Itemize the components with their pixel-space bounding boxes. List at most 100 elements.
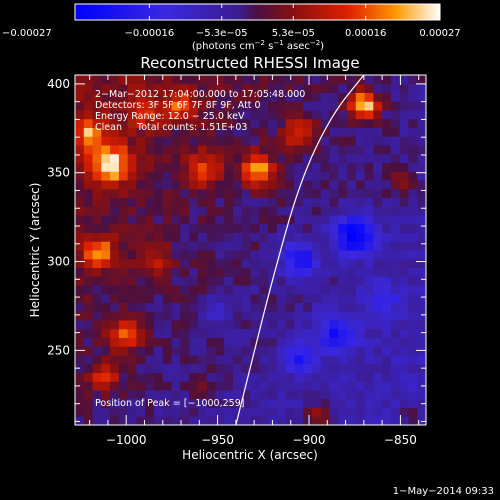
heatmap-cell xyxy=(259,302,269,312)
heatmap-cell xyxy=(276,206,287,216)
heatmap-cell xyxy=(347,267,357,277)
heatmap-cell xyxy=(136,223,146,233)
heatmap-cell xyxy=(215,276,225,286)
heatmap-cell xyxy=(408,110,418,120)
heatmap-cell xyxy=(303,127,313,137)
heatmap-cell xyxy=(127,188,137,198)
heatmap-cell xyxy=(145,337,155,347)
heatmap-cell xyxy=(364,250,374,260)
heatmap-cell xyxy=(311,92,322,102)
heatmap-cell xyxy=(276,145,287,155)
heatmap-cell xyxy=(364,398,374,408)
heatmap-cell xyxy=(232,407,243,417)
heatmap-cell xyxy=(127,276,137,286)
heatmap-cell xyxy=(127,355,137,365)
heatmap-cell xyxy=(153,302,164,312)
heatmap-cell xyxy=(241,381,251,391)
heatmap-cell xyxy=(180,250,190,260)
heatmap-cell xyxy=(285,180,295,190)
heatmap-cell xyxy=(373,180,383,190)
heatmap-cell xyxy=(276,153,287,163)
heatmap-cell xyxy=(259,75,269,85)
heatmap-cell xyxy=(224,311,234,321)
heatmap-cell xyxy=(83,75,94,85)
heatmap-cell xyxy=(153,328,164,338)
heatmap-cell xyxy=(259,118,269,128)
heatmap-cell xyxy=(347,232,357,242)
heatmap-cell xyxy=(171,258,181,268)
heatmap-cell xyxy=(215,232,225,242)
heatmap-cell xyxy=(145,197,155,207)
heatmap-cell xyxy=(268,110,278,120)
heatmap-cell xyxy=(92,276,102,286)
heatmap-cell xyxy=(303,92,313,102)
heatmap-cell xyxy=(241,285,251,295)
heatmap-cell xyxy=(303,355,313,365)
heatmap-cell xyxy=(329,206,339,216)
heatmap-cell xyxy=(250,258,260,268)
heatmap-cell xyxy=(83,302,94,312)
heatmap-cell xyxy=(355,293,366,303)
heatmap-cell xyxy=(294,355,304,365)
heatmap-cell xyxy=(364,276,374,286)
heatmap-cell xyxy=(180,328,190,338)
heatmap-cell xyxy=(162,101,173,111)
heatmap-cell xyxy=(347,241,357,251)
heatmap-cell xyxy=(276,118,287,128)
heatmap-cell xyxy=(311,302,322,312)
heatmap-cell xyxy=(83,381,94,391)
heatmap-cell xyxy=(241,83,251,93)
heatmap-cell xyxy=(110,302,120,312)
heatmap-cell xyxy=(101,188,111,198)
heatmap-cell xyxy=(118,372,129,382)
heatmap-cell xyxy=(180,188,190,198)
heatmap-cell xyxy=(355,171,366,181)
heatmap-cell xyxy=(276,223,287,233)
heatmap-cell xyxy=(110,180,120,190)
heatmap-cell xyxy=(206,346,216,356)
heatmap-cell xyxy=(136,250,146,260)
heatmap-cell xyxy=(197,180,208,190)
heatmap-cell xyxy=(399,145,409,155)
heatmap-cell xyxy=(241,346,251,356)
heatmap-cell xyxy=(110,328,120,338)
heatmap-cell xyxy=(145,285,155,295)
colorbar-unit-label: (photons cm−2 s−1 asec−2) xyxy=(192,39,324,52)
heatmap-cell xyxy=(75,153,85,163)
heatmap-cell xyxy=(206,92,216,102)
heatmap-cell xyxy=(127,110,137,120)
colorbar-tick-label: −5.3e−05 xyxy=(196,28,248,39)
heatmap-cell xyxy=(329,390,339,400)
heatmap-cell xyxy=(338,171,348,181)
heatmap-cell xyxy=(347,223,357,233)
heatmap-cell xyxy=(390,285,401,295)
heatmap-cell xyxy=(373,250,383,260)
heatmap-cell xyxy=(189,180,199,190)
heatmap-cell xyxy=(153,136,164,146)
heatmap-cell xyxy=(382,276,392,286)
heatmap-cell xyxy=(197,83,208,93)
heatmap-cell xyxy=(259,311,269,321)
heatmap-cell xyxy=(259,136,269,146)
heatmap-cell xyxy=(92,372,102,382)
heatmap-cell xyxy=(83,180,94,190)
heatmap-cell xyxy=(118,258,129,268)
heatmap-cell xyxy=(118,75,129,85)
heatmap-cell xyxy=(101,363,111,373)
heatmap-cell xyxy=(136,215,146,225)
detectors-annotation: Detectors: 3F 5F 6F 7F 8F 9F, Att 0 xyxy=(95,100,261,111)
heatmap-cell xyxy=(294,398,304,408)
heatmap-cell xyxy=(92,223,102,233)
heatmap-cell xyxy=(232,206,243,216)
heatmap-cell xyxy=(250,223,260,233)
heatmap-cell xyxy=(399,92,409,102)
heatmap-cell xyxy=(241,320,251,330)
heatmap-cell xyxy=(320,258,330,268)
heatmap-cell xyxy=(285,346,295,356)
heatmap-cell xyxy=(285,110,295,120)
heatmap-cell xyxy=(259,372,269,382)
heatmap-cell xyxy=(171,83,181,93)
heatmap-cell xyxy=(189,328,199,338)
colorbar-tick-label: 0.00016 xyxy=(345,28,386,39)
heatmap-cell xyxy=(311,145,322,155)
